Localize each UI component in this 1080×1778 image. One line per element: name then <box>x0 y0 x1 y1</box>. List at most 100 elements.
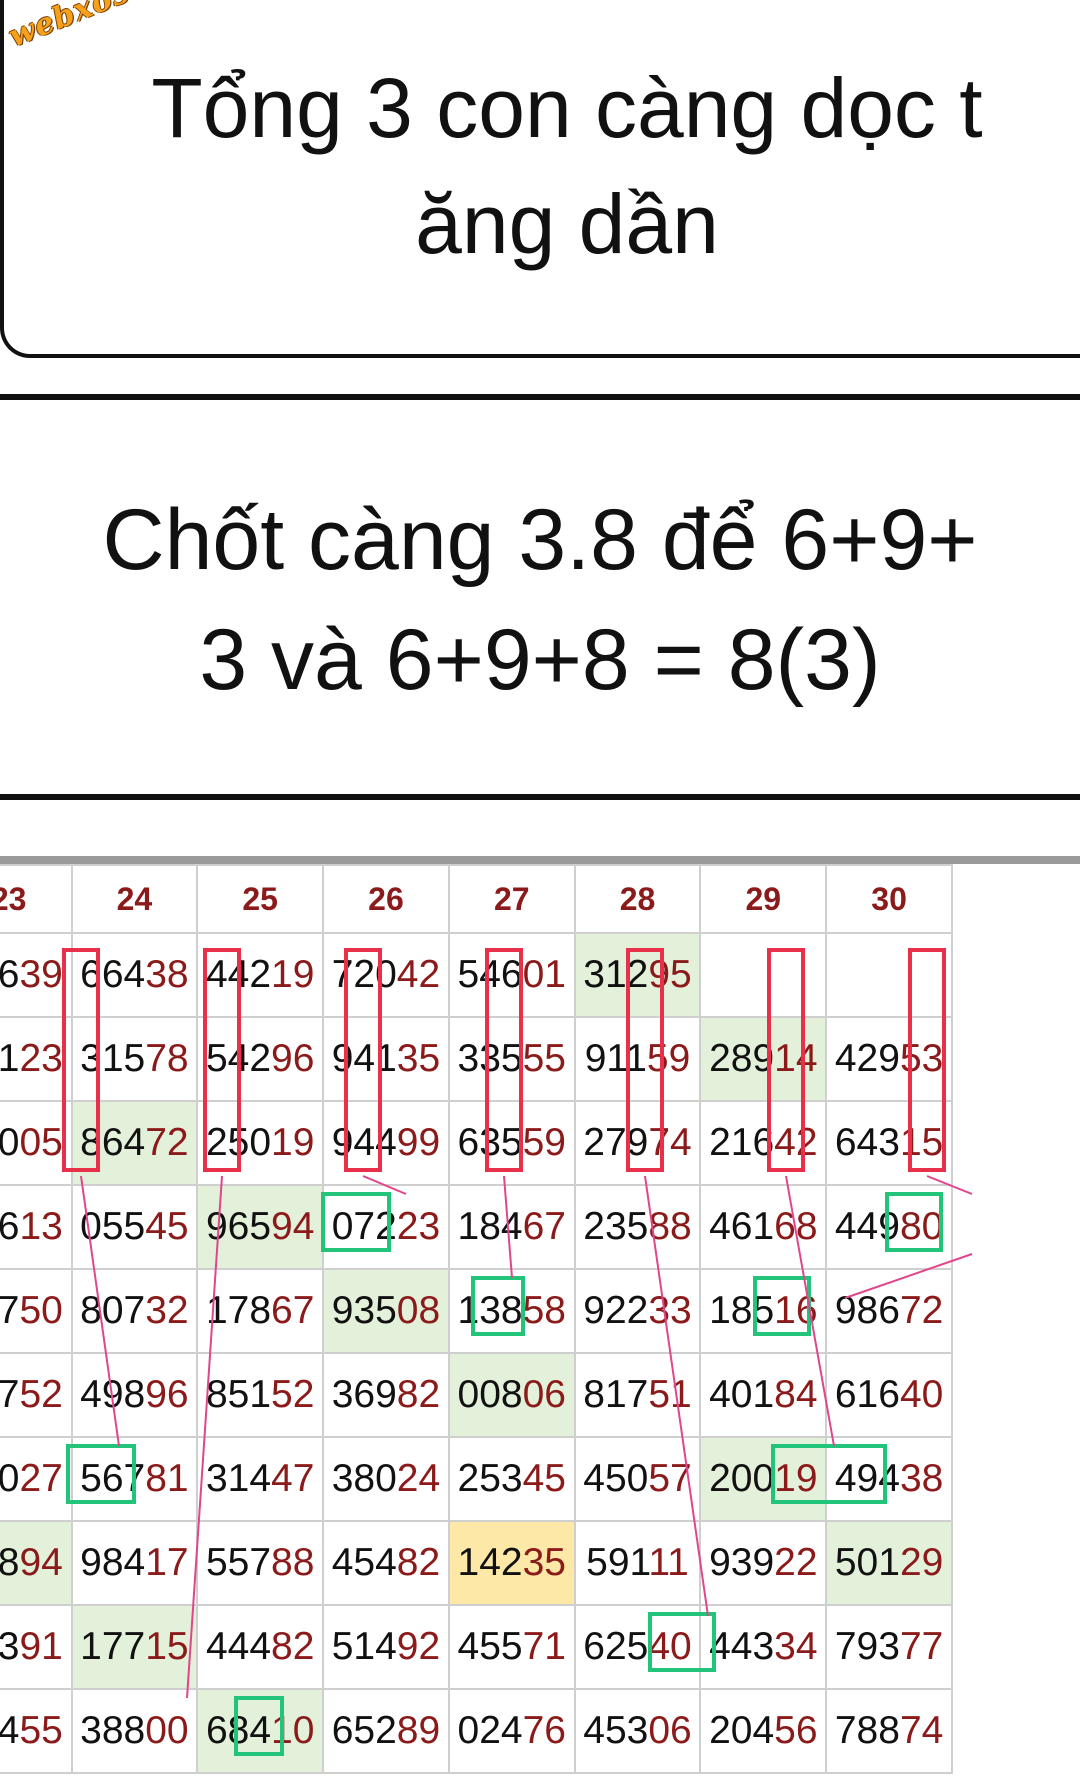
result-cell: 65289 <box>322 1688 450 1774</box>
result-cell: 45306 <box>573 1688 702 1774</box>
result-cell: 44219 <box>196 932 325 1018</box>
result-cell: 42953 <box>825 1016 953 1102</box>
result-cell: 50129 <box>825 1520 953 1606</box>
table-row: 4745538800684106528902476453062045678874 <box>0 1688 953 1774</box>
result-cell: 02476 <box>447 1688 576 1774</box>
result-cell: 18516 <box>699 1268 828 1354</box>
result-cell: 93508 <box>322 1268 450 1354</box>
result-cell: 14613 <box>0 1184 73 1270</box>
title-card: Tổng 3 con càng dọc t ăng dần <box>0 0 1080 358</box>
result-cell: 23588 <box>573 1184 702 1270</box>
day-header: 30 <box>825 864 953 934</box>
result-cell: 49438 <box>825 1436 953 1522</box>
result-cell: 92233 <box>573 1268 702 1354</box>
result-cell: 17715 <box>70 1604 199 1690</box>
result-cell: 66438 <box>70 932 199 1018</box>
result-cell: 20456 <box>699 1688 828 1774</box>
result-cell: 33555 <box>447 1016 576 1102</box>
result-cell: 25345 <box>447 1436 576 1522</box>
day-header: 26 <box>322 864 450 934</box>
day-header: 23 <box>0 864 73 934</box>
table-body: 8563966438442197204254601312953612331578… <box>0 932 953 1774</box>
prediction-line-1: Chốt càng 3.8 để 6+9+ <box>102 492 978 588</box>
table-row: 3612331578542969413533555911592891442953 <box>0 1016 953 1102</box>
result-cell: 55788 <box>196 1520 325 1606</box>
title-line-1: Tổng 3 con càng dọc t <box>151 61 983 155</box>
result-cell: 21642 <box>699 1100 828 1186</box>
result-cell: 98672 <box>825 1268 953 1354</box>
result-cell: 36123 <box>0 1016 73 1102</box>
result-cell: 98417 <box>70 1520 199 1606</box>
result-cell: 47455 <box>0 1688 73 1774</box>
day-header: 24 <box>70 864 199 934</box>
day-header: 25 <box>196 864 325 934</box>
result-cell: 79377 <box>825 1604 953 1690</box>
table-row: 4000586472250199449963559279742164264315 <box>0 1100 953 1186</box>
prediction-card: Chốt càng 3.8 để 6+9+ 3 và 6+9+8 = 8(3) <box>0 394 1080 800</box>
result-cell: 46168 <box>699 1184 828 1270</box>
result-cell: 14235 <box>447 1520 576 1606</box>
results-table: 2324252627282930 85639664384421972042546… <box>0 864 953 1774</box>
result-cell: 78874 <box>825 1688 953 1774</box>
result-cell: 00806 <box>447 1352 576 1438</box>
result-cell: 63559 <box>447 1100 576 1186</box>
result-cell: 31578 <box>70 1016 199 1102</box>
result-cell: 44980 <box>825 1184 953 1270</box>
day-header: 29 <box>699 864 828 934</box>
result-cell: 72042 <box>322 932 450 1018</box>
result-cell: 68410 <box>196 1688 325 1774</box>
table-row: 8939117715444825149245571625404433479377 <box>0 1604 953 1690</box>
result-cell: 54296 <box>196 1016 325 1102</box>
result-cell: 91159 <box>573 1016 702 1102</box>
result-cell: 38024 <box>322 1436 450 1522</box>
result-cell: 05545 <box>70 1184 199 1270</box>
result-cell: 54601 <box>447 932 576 1018</box>
result-cell: 44334 <box>699 1604 828 1690</box>
grid-top-bar <box>0 856 1080 864</box>
header-row: 2324252627282930 <box>0 864 953 934</box>
result-cell: 25019 <box>196 1100 325 1186</box>
table-row: 9302756781314473802425345450572001949438 <box>0 1436 953 1522</box>
result-cell: 94499 <box>322 1100 450 1186</box>
result-cell <box>825 932 953 1018</box>
result-cell: 31447 <box>196 1436 325 1522</box>
result-cell: 36982 <box>322 1352 450 1438</box>
result-cell: 93922 <box>699 1520 828 1606</box>
result-cell: 44482 <box>196 1604 325 1690</box>
result-cell: 93027 <box>0 1436 73 1522</box>
result-cell: 89391 <box>0 1604 73 1690</box>
result-cell: 38800 <box>70 1688 199 1774</box>
table-row: 1461305545965940722318467235884616844980 <box>0 1184 953 1270</box>
result-cell: 06750 <box>0 1268 73 1354</box>
results-grid[interactable]: 2324252627282930 85639664384421972042546… <box>0 856 1080 1778</box>
result-cell: 96594 <box>196 1184 325 1270</box>
table-row: 9875249896851523698200806817514018461640 <box>0 1352 953 1438</box>
result-cell: 59111 <box>573 1520 702 1606</box>
result-cell: 07223 <box>322 1184 450 1270</box>
result-cell: 56781 <box>70 1436 199 1522</box>
result-cell: 40005 <box>0 1100 73 1186</box>
result-cell: 17867 <box>196 1268 325 1354</box>
result-cell: 49896 <box>70 1352 199 1438</box>
result-cell: 61640 <box>825 1352 953 1438</box>
result-cell: 85152 <box>196 1352 325 1438</box>
table-row: 856396643844219720425460131295 <box>0 932 953 1018</box>
result-cell: 81751 <box>573 1352 702 1438</box>
result-cell: 45057 <box>573 1436 702 1522</box>
result-cell: 62540 <box>573 1604 702 1690</box>
result-cell: 86472 <box>70 1100 199 1186</box>
result-cell: 45482 <box>322 1520 450 1606</box>
title-line-2: ăng dần <box>415 177 719 271</box>
result-cell: 45571 <box>447 1604 576 1690</box>
result-cell: 51492 <box>322 1604 450 1690</box>
table-row: 0675080732178679350813858922331851698672 <box>0 1268 953 1354</box>
day-header: 27 <box>447 864 576 934</box>
result-cell: 80732 <box>70 1268 199 1354</box>
result-cell: 98752 <box>0 1352 73 1438</box>
result-cell: 40184 <box>699 1352 828 1438</box>
result-cell: 64315 <box>825 1100 953 1186</box>
result-cell: 18467 <box>447 1184 576 1270</box>
result-cell: 27974 <box>573 1100 702 1186</box>
table-row: 2789498417557884548214235591119392250129 <box>0 1520 953 1606</box>
result-cell <box>699 932 828 1018</box>
